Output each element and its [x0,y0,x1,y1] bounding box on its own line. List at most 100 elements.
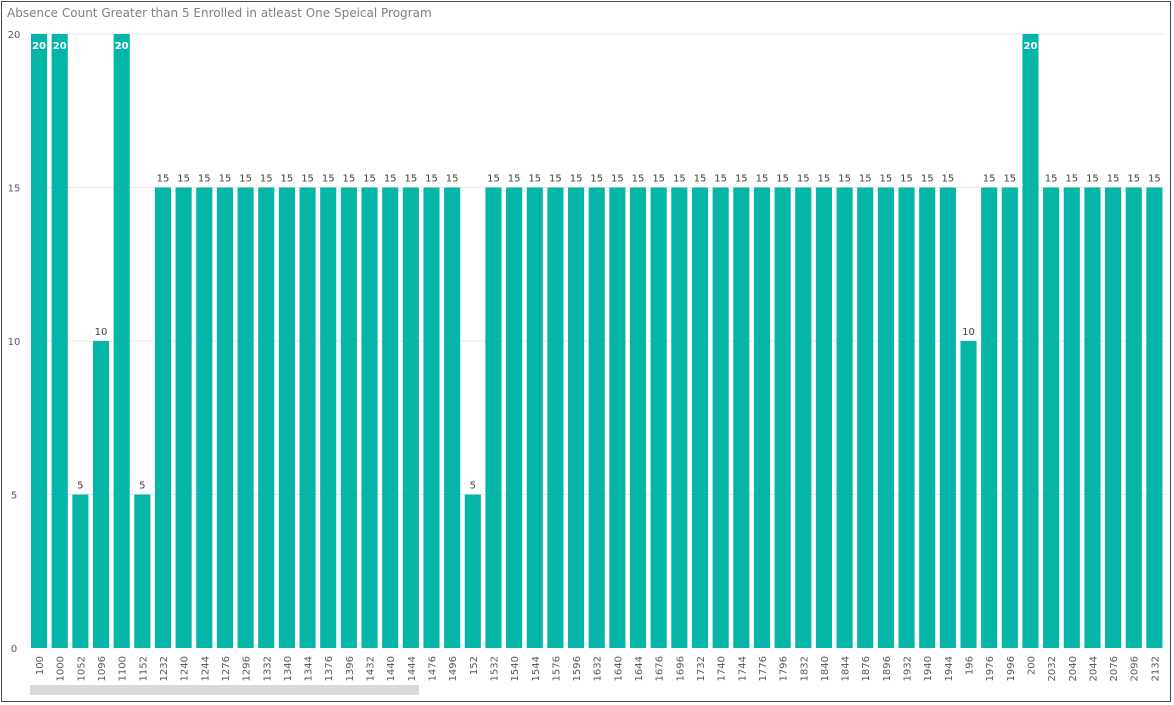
bar [113,34,130,648]
horizontal-scrollbar-thumb[interactable] [30,685,419,695]
data-label: 5 [470,481,476,492]
bar [609,187,626,648]
data-label: 15 [838,174,851,185]
data-label: 20 [53,41,67,52]
x-tick-label: 1796 [779,656,790,681]
data-label: 15 [198,174,211,185]
bar [629,187,647,648]
bar [1084,187,1101,648]
data-label: 15 [797,174,810,185]
bar [485,187,502,648]
x-tick-label: 1976 [985,656,996,681]
data-label: 15 [1127,174,1140,185]
data-label: 15 [343,174,356,185]
bar [340,187,357,648]
x-tick-label: 2040 [1068,656,1079,681]
bar [691,187,709,648]
bar [671,187,688,648]
x-tick-label: 196 [965,656,976,675]
x-tick-label: 1696 [675,656,686,681]
x-tick-label: 1152 [138,656,149,681]
data-label: 15 [384,174,397,185]
y-tick-label: 10 [8,337,21,348]
bar [506,187,523,648]
bar [568,187,585,648]
data-label: 15 [590,174,603,185]
x-tick-label: 1776 [758,656,769,681]
x-tick-label: 1376 [324,656,335,681]
data-label: 5 [139,481,145,492]
x-tick-label: 1576 [551,656,562,681]
data-label: 15 [363,174,376,185]
bar [154,187,172,648]
bar [464,494,481,648]
bar [547,187,564,648]
bar [588,187,605,648]
x-tick-label: 1244 [200,656,211,681]
data-label: 15 [425,174,438,185]
data-label: 15 [322,174,335,185]
bar [423,187,440,648]
data-label: 15 [818,174,831,185]
data-label: 15 [260,174,273,185]
bar [712,187,729,648]
data-label: 5 [77,481,83,492]
data-label: 15 [1003,174,1016,185]
data-label: 15 [714,174,727,185]
data-label: 15 [1148,174,1161,185]
bar [753,187,771,648]
data-label: 15 [673,174,686,185]
data-label: 15 [446,174,459,185]
x-tick-label: 1232 [159,656,170,681]
x-tick-label: 1432 [366,656,377,681]
bar [51,34,68,648]
x-tick-label: 1640 [613,656,624,681]
bar [877,187,894,648]
data-label: 15 [756,174,769,185]
x-tick-label: 1732 [696,656,707,681]
x-tick-label: 1932 [903,656,914,681]
x-tick-label: 1644 [634,656,645,681]
bar [320,187,337,648]
x-tick-label: 1744 [737,656,748,681]
x-tick-label: 1052 [76,656,87,681]
x-tick-label: 1100 [118,656,129,681]
data-label: 15 [487,174,500,185]
bar [92,341,110,648]
x-tick-label: 1544 [531,656,542,681]
x-tick-label: 1344 [304,656,315,681]
data-label: 15 [983,174,996,185]
bar [134,494,151,648]
data-label: 15 [1065,174,1078,185]
bar [939,187,956,648]
bar [774,187,791,648]
x-tick-label: 1740 [717,656,728,681]
x-tick-label: 1096 [97,656,108,681]
bar [216,187,234,648]
bar [382,187,399,648]
bar [795,187,812,648]
data-label: 15 [549,174,562,185]
bar [650,187,667,648]
data-label: 15 [177,174,190,185]
data-label: 20 [115,41,129,52]
x-tick-label: 1296 [242,656,253,681]
data-label: 15 [941,174,954,185]
bar [857,187,874,648]
bar [1043,187,1060,648]
data-label: 15 [301,174,314,185]
bar [258,187,275,648]
x-tick-label: 1832 [799,656,810,681]
x-tick-label: 1240 [180,656,191,681]
y-tick-label: 0 [11,644,17,655]
data-label: 15 [508,174,521,185]
x-tick-label: 1944 [944,656,955,681]
data-label: 15 [239,174,252,185]
x-tick-label: 1596 [572,656,583,681]
x-tick-label: 1000 [56,656,67,681]
x-tick-label: 1496 [448,656,459,681]
x-tick-label: 1876 [861,656,872,681]
bar [526,187,543,648]
bar [1125,187,1142,648]
